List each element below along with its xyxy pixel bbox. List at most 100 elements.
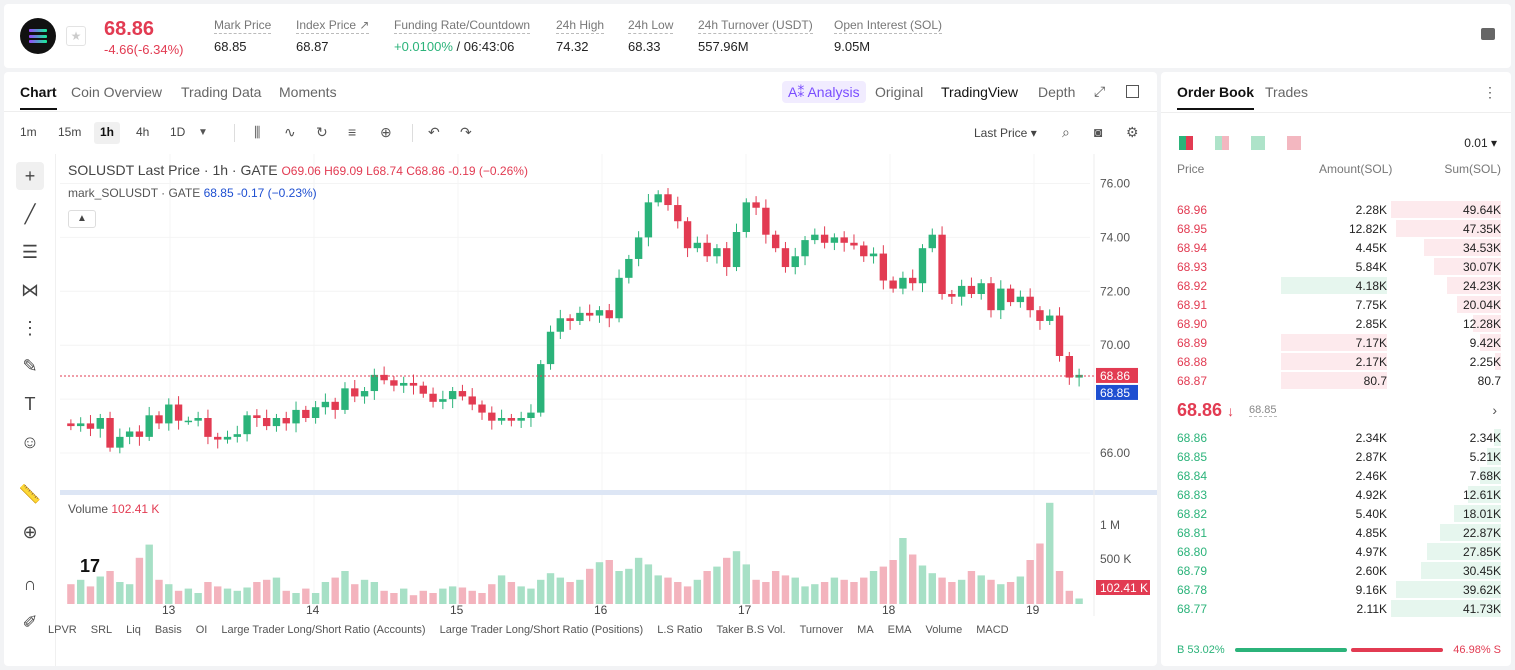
compare-icon[interactable]: ↻ xyxy=(316,124,328,140)
tab-trades[interactable]: Trades xyxy=(1265,84,1309,100)
redo-icon[interactable]: ↷ xyxy=(460,124,472,140)
template-icon[interactable]: ≡ xyxy=(348,124,357,140)
settings-gear-icon[interactable]: ⚙ xyxy=(1126,124,1139,140)
ask-row[interactable]: 68.92 4.18K 24.23K xyxy=(1161,276,1511,295)
indicator-5[interactable]: Large Trader Long/Short Ratio (Accounts) xyxy=(221,624,426,636)
bid-row[interactable]: 68.86 2.34K 2.34K xyxy=(1161,428,1511,447)
candle-body xyxy=(674,205,682,222)
tab-chart[interactable]: Chart xyxy=(20,84,57,110)
indicator-2[interactable]: Liq xyxy=(126,624,141,636)
price-chart[interactable]: 76.00 74.00 72.00 70.00 66.00 68.86 68.85 1 M 50… xyxy=(60,154,1157,666)
tab-order-book[interactable]: Order Book xyxy=(1177,84,1255,110)
volume-bar xyxy=(233,590,241,604)
price-cell: 68.96 xyxy=(1177,203,1208,217)
bid-row[interactable]: 68.84 2.46K 7.68K xyxy=(1161,466,1511,485)
candle-type-icon[interactable]: ⫼ xyxy=(254,124,261,140)
timeframe-15m[interactable]: 15m xyxy=(58,125,82,139)
indicator-8[interactable]: Taker B.S Vol. xyxy=(716,624,786,636)
tab-moments[interactable]: Moments xyxy=(279,84,337,100)
indicator-6[interactable]: Large Trader Long/Short Ratio (Positions… xyxy=(439,624,644,636)
view-bids-icon[interactable] xyxy=(1251,136,1265,150)
view-both-alt-icon[interactable] xyxy=(1215,136,1229,150)
indicator-1[interactable]: SRL xyxy=(90,624,113,636)
bid-row[interactable]: 68.79 2.60K 30.45K xyxy=(1161,561,1511,580)
candle-body xyxy=(419,385,427,394)
crosshair-icon[interactable]: + xyxy=(16,162,44,190)
chart-tabs: Chart Coin Overview Trading Data Moments… xyxy=(4,72,1157,112)
zoom-in-icon[interactable]: ⊕ xyxy=(22,521,38,542)
timeframe-1h[interactable]: 1h xyxy=(94,122,121,144)
bid-row[interactable]: 68.77 2.11K 41.73K xyxy=(1161,599,1511,618)
bid-row[interactable]: 68.85 2.87K 5.21K xyxy=(1161,447,1511,466)
indicator-9[interactable]: Turnover xyxy=(799,624,844,636)
sum-cell: 7.68K xyxy=(1469,469,1501,483)
indicator-0[interactable]: LPVR xyxy=(48,624,77,636)
window-icon[interactable] xyxy=(1126,85,1139,98)
chevron-right-icon[interactable]: › xyxy=(1492,402,1497,418)
volume-bar xyxy=(448,586,457,604)
view-depth[interactable]: Depth xyxy=(1038,84,1076,100)
collapse-legend-button[interactable]: ▲ xyxy=(68,210,96,228)
fib-icon[interactable]: ⋮ xyxy=(21,317,39,338)
ask-row[interactable]: 68.88 2.17K 2.25K xyxy=(1161,352,1511,371)
bid-row[interactable]: 68.82 5.40K 18.01K xyxy=(1161,504,1511,523)
bid-row[interactable]: 68.78 9.16K 39.62K xyxy=(1161,580,1511,599)
precision-select[interactable]: 0.01 ▾ xyxy=(1464,136,1497,150)
bid-row[interactable]: 68.83 4.92K 12.61K xyxy=(1161,485,1511,504)
ask-row[interactable]: 68.87 80.7 80.7 xyxy=(1161,371,1511,390)
stat-index-price[interactable]: Index Price ↗ 68.87 xyxy=(296,18,370,54)
ask-row[interactable]: 68.90 2.85K 12.28K xyxy=(1161,314,1511,333)
candle-body xyxy=(155,415,163,424)
indicator-7[interactable]: L.S Ratio xyxy=(657,624,703,636)
timeframe-dropdown-icon[interactable]: ▼ xyxy=(198,127,208,138)
ask-row[interactable]: 68.89 7.17K 9.42K xyxy=(1161,333,1511,352)
search-icon[interactable]: ⌕ xyxy=(1062,124,1070,140)
timeframe-4h[interactable]: 4h xyxy=(136,125,150,139)
add-indicator-icon[interactable]: ⊕ xyxy=(380,124,392,140)
mid-price[interactable]: 68.86 ↓ xyxy=(1177,400,1235,420)
ruler-icon[interactable]: 📏 xyxy=(18,483,42,504)
timeframe-1m[interactable]: 1m xyxy=(20,125,37,139)
undo-icon[interactable]: ↶ xyxy=(428,124,440,140)
view-both-icon[interactable] xyxy=(1179,136,1193,150)
camera-icon[interactable]: ◙ xyxy=(1094,124,1103,140)
magnet-icon[interactable]: ∩ xyxy=(23,573,37,594)
indicator-3[interactable]: Basis xyxy=(154,624,182,636)
text-tool-icon[interactable]: T xyxy=(24,393,36,414)
indicator-4[interactable]: OI xyxy=(195,624,208,636)
pencil-lock-icon[interactable]: ✐ xyxy=(22,611,38,632)
tab-trading-data[interactable]: Trading Data xyxy=(181,84,262,100)
trendline-icon[interactable]: ╱ xyxy=(24,203,36,224)
view-asks-icon[interactable] xyxy=(1287,136,1301,150)
ask-row[interactable]: 68.95 12.82K 47.35K xyxy=(1161,219,1511,238)
emoji-icon[interactable]: ☺ xyxy=(20,431,40,452)
depth-bar xyxy=(1468,486,1501,503)
indicator-12[interactable]: Volume xyxy=(925,624,963,636)
expand-icon[interactable]: ⤢ xyxy=(1094,83,1106,99)
favorite-star-icon[interactable]: ★ xyxy=(66,26,86,46)
ask-row[interactable]: 68.91 7.75K 20.04K xyxy=(1161,295,1511,314)
indicator-11[interactable]: EMA xyxy=(887,624,912,636)
horizontal-lines-icon[interactable]: ☰ xyxy=(21,241,39,262)
volume-bar xyxy=(879,566,888,604)
view-original[interactable]: Original xyxy=(875,84,924,100)
pattern-icon[interactable]: ⋈ xyxy=(21,279,39,300)
book-icon[interactable] xyxy=(1481,28,1495,40)
price-source-select[interactable]: Last Price ▾ xyxy=(974,126,1037,140)
ask-row[interactable]: 68.94 4.45K 34.53K xyxy=(1161,238,1511,257)
ai-analysis-button[interactable]: A⁑ Analysis xyxy=(782,81,866,103)
ask-row[interactable]: 68.93 5.84K 30.07K xyxy=(1161,257,1511,276)
bid-row[interactable]: 68.80 4.97K 27.85K xyxy=(1161,542,1511,561)
indicator-13[interactable]: MACD xyxy=(976,624,1009,636)
view-tradingview[interactable]: TradingView xyxy=(941,84,1019,100)
tab-coin-overview[interactable]: Coin Overview xyxy=(71,84,163,100)
timeframe-1d[interactable]: 1D xyxy=(170,125,186,139)
candle-body xyxy=(634,237,643,259)
brush-icon[interactable]: ✎ xyxy=(22,355,38,376)
ask-row[interactable]: 68.96 2.28K 49.64K xyxy=(1161,200,1511,219)
more-icon[interactable]: ⋮ xyxy=(1483,84,1497,100)
indicator-10[interactable]: MA xyxy=(857,624,874,636)
indicators-icon[interactable]: ∿ xyxy=(284,124,296,140)
volume-bar xyxy=(997,584,1005,604)
bid-row[interactable]: 68.81 4.85K 22.87K xyxy=(1161,523,1511,542)
